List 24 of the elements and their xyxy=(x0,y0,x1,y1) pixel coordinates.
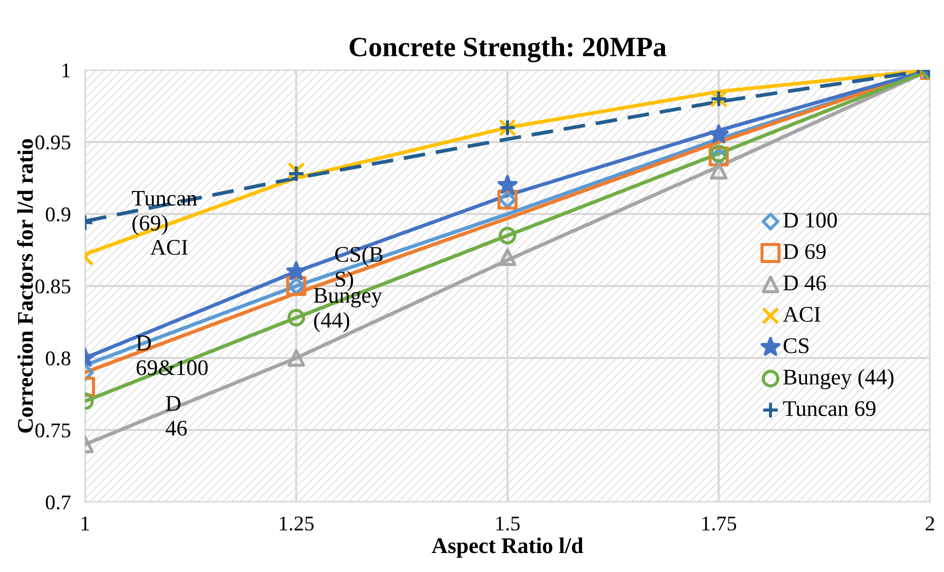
y-tick-label: 0.8 xyxy=(46,351,70,366)
y-tick-label: 0.95 xyxy=(35,135,70,150)
legend-label: D 100 xyxy=(783,212,837,228)
x-tick-label: 1.5 xyxy=(496,516,520,531)
legend-label: D 69 xyxy=(783,244,826,260)
y-tick-label: 0.7 xyxy=(46,495,71,510)
y-tick-label: 0.75 xyxy=(35,423,70,438)
x-tick-label: 1.25 xyxy=(280,516,314,531)
legend-label: CS xyxy=(784,338,809,354)
chart-title: Concrete Strength: 20MPa xyxy=(350,36,666,62)
y-axis-title: Correction Factors for l/d ratio xyxy=(17,139,33,433)
legend-label: D 46 xyxy=(783,276,826,290)
legend-label: ACI xyxy=(782,306,820,322)
y-tick-label: 0.9 xyxy=(46,207,70,222)
annotation: D 46 xyxy=(166,396,187,436)
annotation: ACI xyxy=(150,240,188,255)
x-axis-title: Aspect Ratio l/d xyxy=(432,538,584,558)
x-tick-label: 1 xyxy=(82,516,89,530)
legend-label: Bungey (44) xyxy=(783,369,894,390)
legend-label: Tuncan 69 xyxy=(783,401,876,416)
y-tick-label: 0.85 xyxy=(35,279,70,294)
y-tick-label: 1 xyxy=(62,63,70,78)
x-tick-label: 2 xyxy=(926,516,934,530)
x-tick-label: 1.75 xyxy=(702,516,736,531)
